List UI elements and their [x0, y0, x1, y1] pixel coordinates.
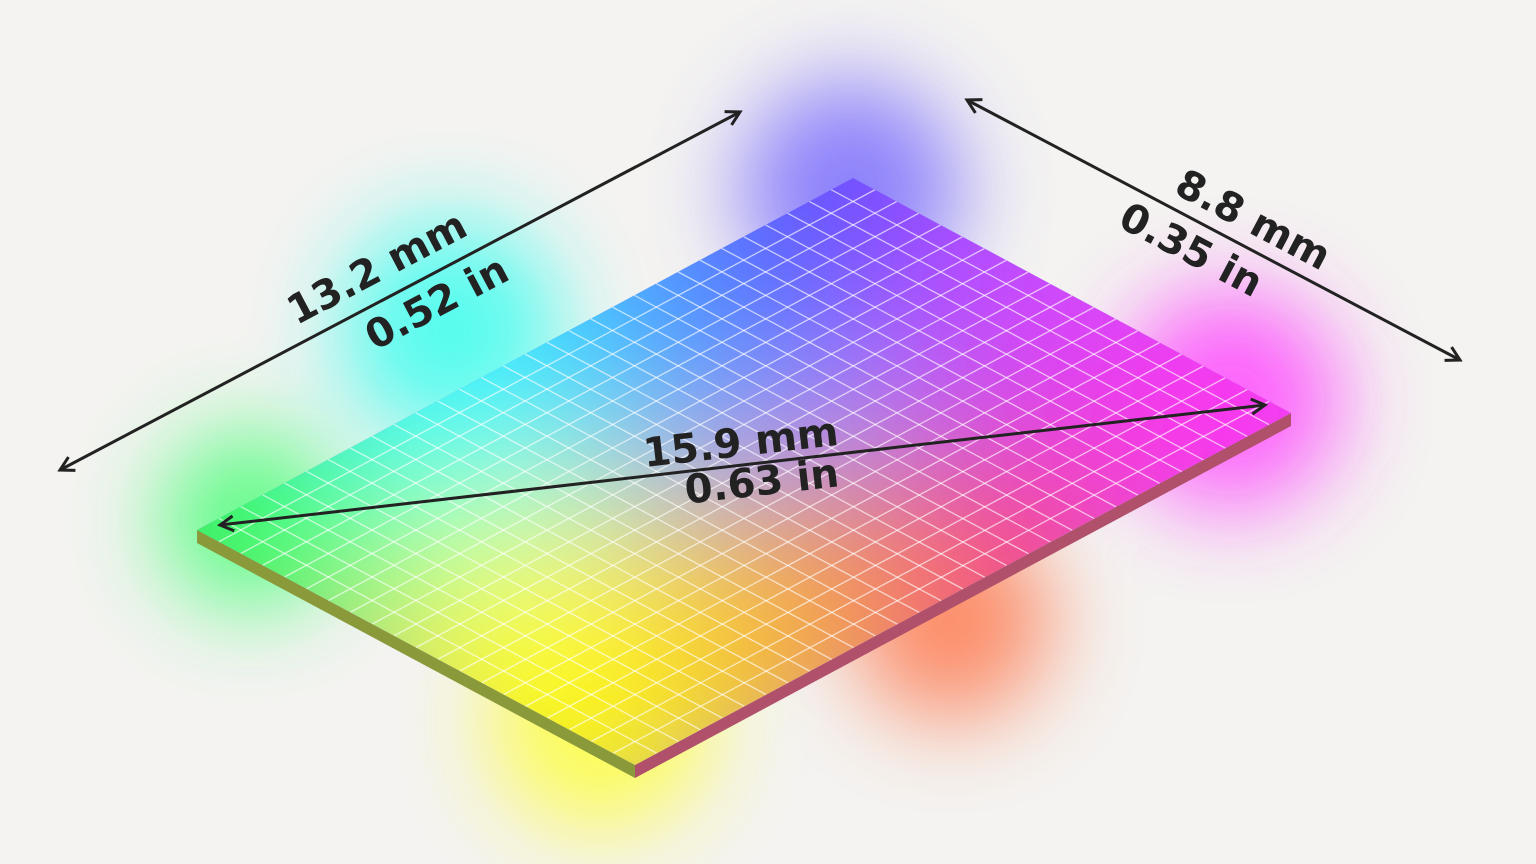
height-arrow: [967, 100, 1460, 360]
width-arrow: [60, 112, 740, 470]
diagonal-arrow: [220, 405, 1265, 525]
plate-edge: [197, 530, 635, 778]
